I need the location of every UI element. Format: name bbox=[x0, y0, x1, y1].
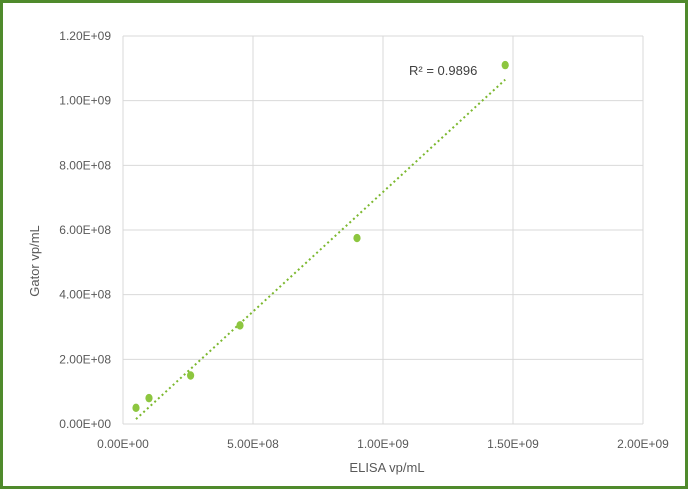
x-tick-label-4: 2.00E+09 bbox=[617, 437, 669, 451]
x-tick-label-3: 1.50E+09 bbox=[487, 437, 539, 451]
r-squared-label: R² = 0.9896 bbox=[409, 63, 477, 78]
x-axis-title: ELISA vp/mL bbox=[349, 460, 424, 475]
y-tick-label-4: 8.00E+08 bbox=[59, 158, 111, 172]
trendline bbox=[135, 78, 506, 420]
y-tick-label-2: 4.00E+08 bbox=[59, 288, 111, 302]
x-tick-label-0: 0.00E+00 bbox=[97, 437, 149, 451]
data-point-0-3 bbox=[236, 321, 244, 330]
scatter-chart: 0.00E+00 5.00E+08 1.00E+09 1.50E+09 2.00E+09… bbox=[27, 29, 669, 475]
y-tick-label-1: 2.00E+08 bbox=[59, 352, 111, 366]
y-axis-tick-labels: 0.00E+00 2.00E+08 4.00E+08 6.00E+08 8.00E+08… bbox=[59, 29, 111, 431]
data-point-0-1 bbox=[145, 393, 153, 403]
x-tick-label-2: 1.00E+09 bbox=[357, 437, 409, 451]
data-points bbox=[132, 60, 509, 413]
trendline-layer bbox=[135, 78, 506, 420]
data-point-0-0 bbox=[132, 403, 140, 413]
data-point-0-4 bbox=[353, 233, 361, 243]
y-axis-title: Gator vp/mL bbox=[27, 225, 42, 297]
y-tick-label-6: 1.20E+09 bbox=[59, 29, 111, 43]
grid-lines bbox=[122, 35, 644, 425]
y-tick-label-5: 1.00E+09 bbox=[59, 94, 111, 108]
y-tick-label-3: 6.00E+08 bbox=[59, 223, 111, 237]
x-axis-tick-labels: 0.00E+00 5.00E+08 1.00E+09 1.50E+09 2.00E+09 bbox=[97, 437, 669, 451]
x-tick-label-1: 5.00E+08 bbox=[227, 437, 279, 451]
data-point-0-2 bbox=[187, 371, 195, 380]
y-tick-label-0: 0.00E+00 bbox=[59, 417, 111, 431]
data-point-0-5 bbox=[501, 60, 509, 70]
